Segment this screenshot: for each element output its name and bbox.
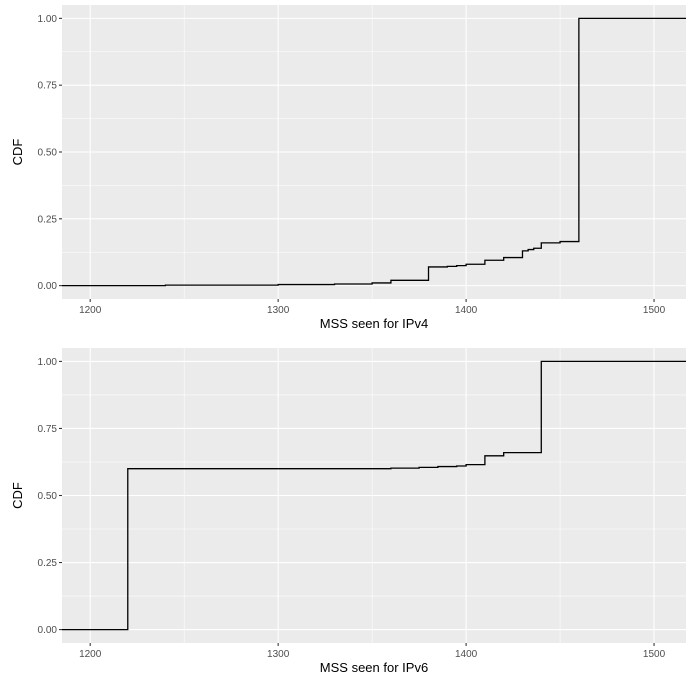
ipv4-y-tick-label: 0.75 — [38, 81, 58, 92]
ipv6-ecdf-line — [62, 360, 686, 631]
ipv4-cdf-panel: 1200 1300 1400 1500 0.00 0.25 0.50 0.75 1.00 MSS … — [10, 5, 686, 331]
ipv6-cdf-panel: 1200 1300 1400 1500 0.00 0.25 0.50 0.75 1.00 MSS … — [10, 348, 686, 675]
ipv6-y-tick-label: 0.25 — [38, 558, 58, 569]
ipv4-ecdf-line — [62, 17, 686, 287]
ipv6-x-tick-label: 1400 — [455, 649, 478, 660]
ipv6-y-axis-title: CDF — [10, 482, 25, 509]
ipv6-x-tick-label: 1300 — [267, 649, 290, 660]
ipv4-y-tick-label: 0.00 — [38, 281, 58, 292]
ipv6-y-tick-label: 1.00 — [38, 357, 58, 368]
ipv6-y-tick-label: 0.50 — [38, 491, 58, 502]
ipv4-y-axis-title: CDF — [10, 139, 25, 166]
ipv4-x-tick-label: 1400 — [455, 305, 478, 316]
ipv6-x-axis-title: MSS seen for IPv6 — [320, 660, 428, 675]
ipv6-y-tick-label: 0.00 — [38, 625, 58, 636]
ipv4-x-tick-label: 1200 — [79, 305, 102, 316]
ipv6-x-tick-label: 1200 — [79, 649, 102, 660]
ipv6-x-tick-label: 1500 — [643, 649, 666, 660]
ipv4-y-tick-label: 0.50 — [38, 148, 58, 159]
ipv4-x-axis-title: MSS seen for IPv4 — [320, 316, 428, 331]
ipv4-y-tick-label: 0.25 — [38, 214, 58, 225]
ipv6-y-tick-label: 0.75 — [38, 424, 58, 435]
ipv4-x-tick-label: 1500 — [643, 305, 666, 316]
ipv4-x-tick-label: 1300 — [267, 305, 290, 316]
ipv4-y-tick-label: 1.00 — [38, 14, 58, 25]
